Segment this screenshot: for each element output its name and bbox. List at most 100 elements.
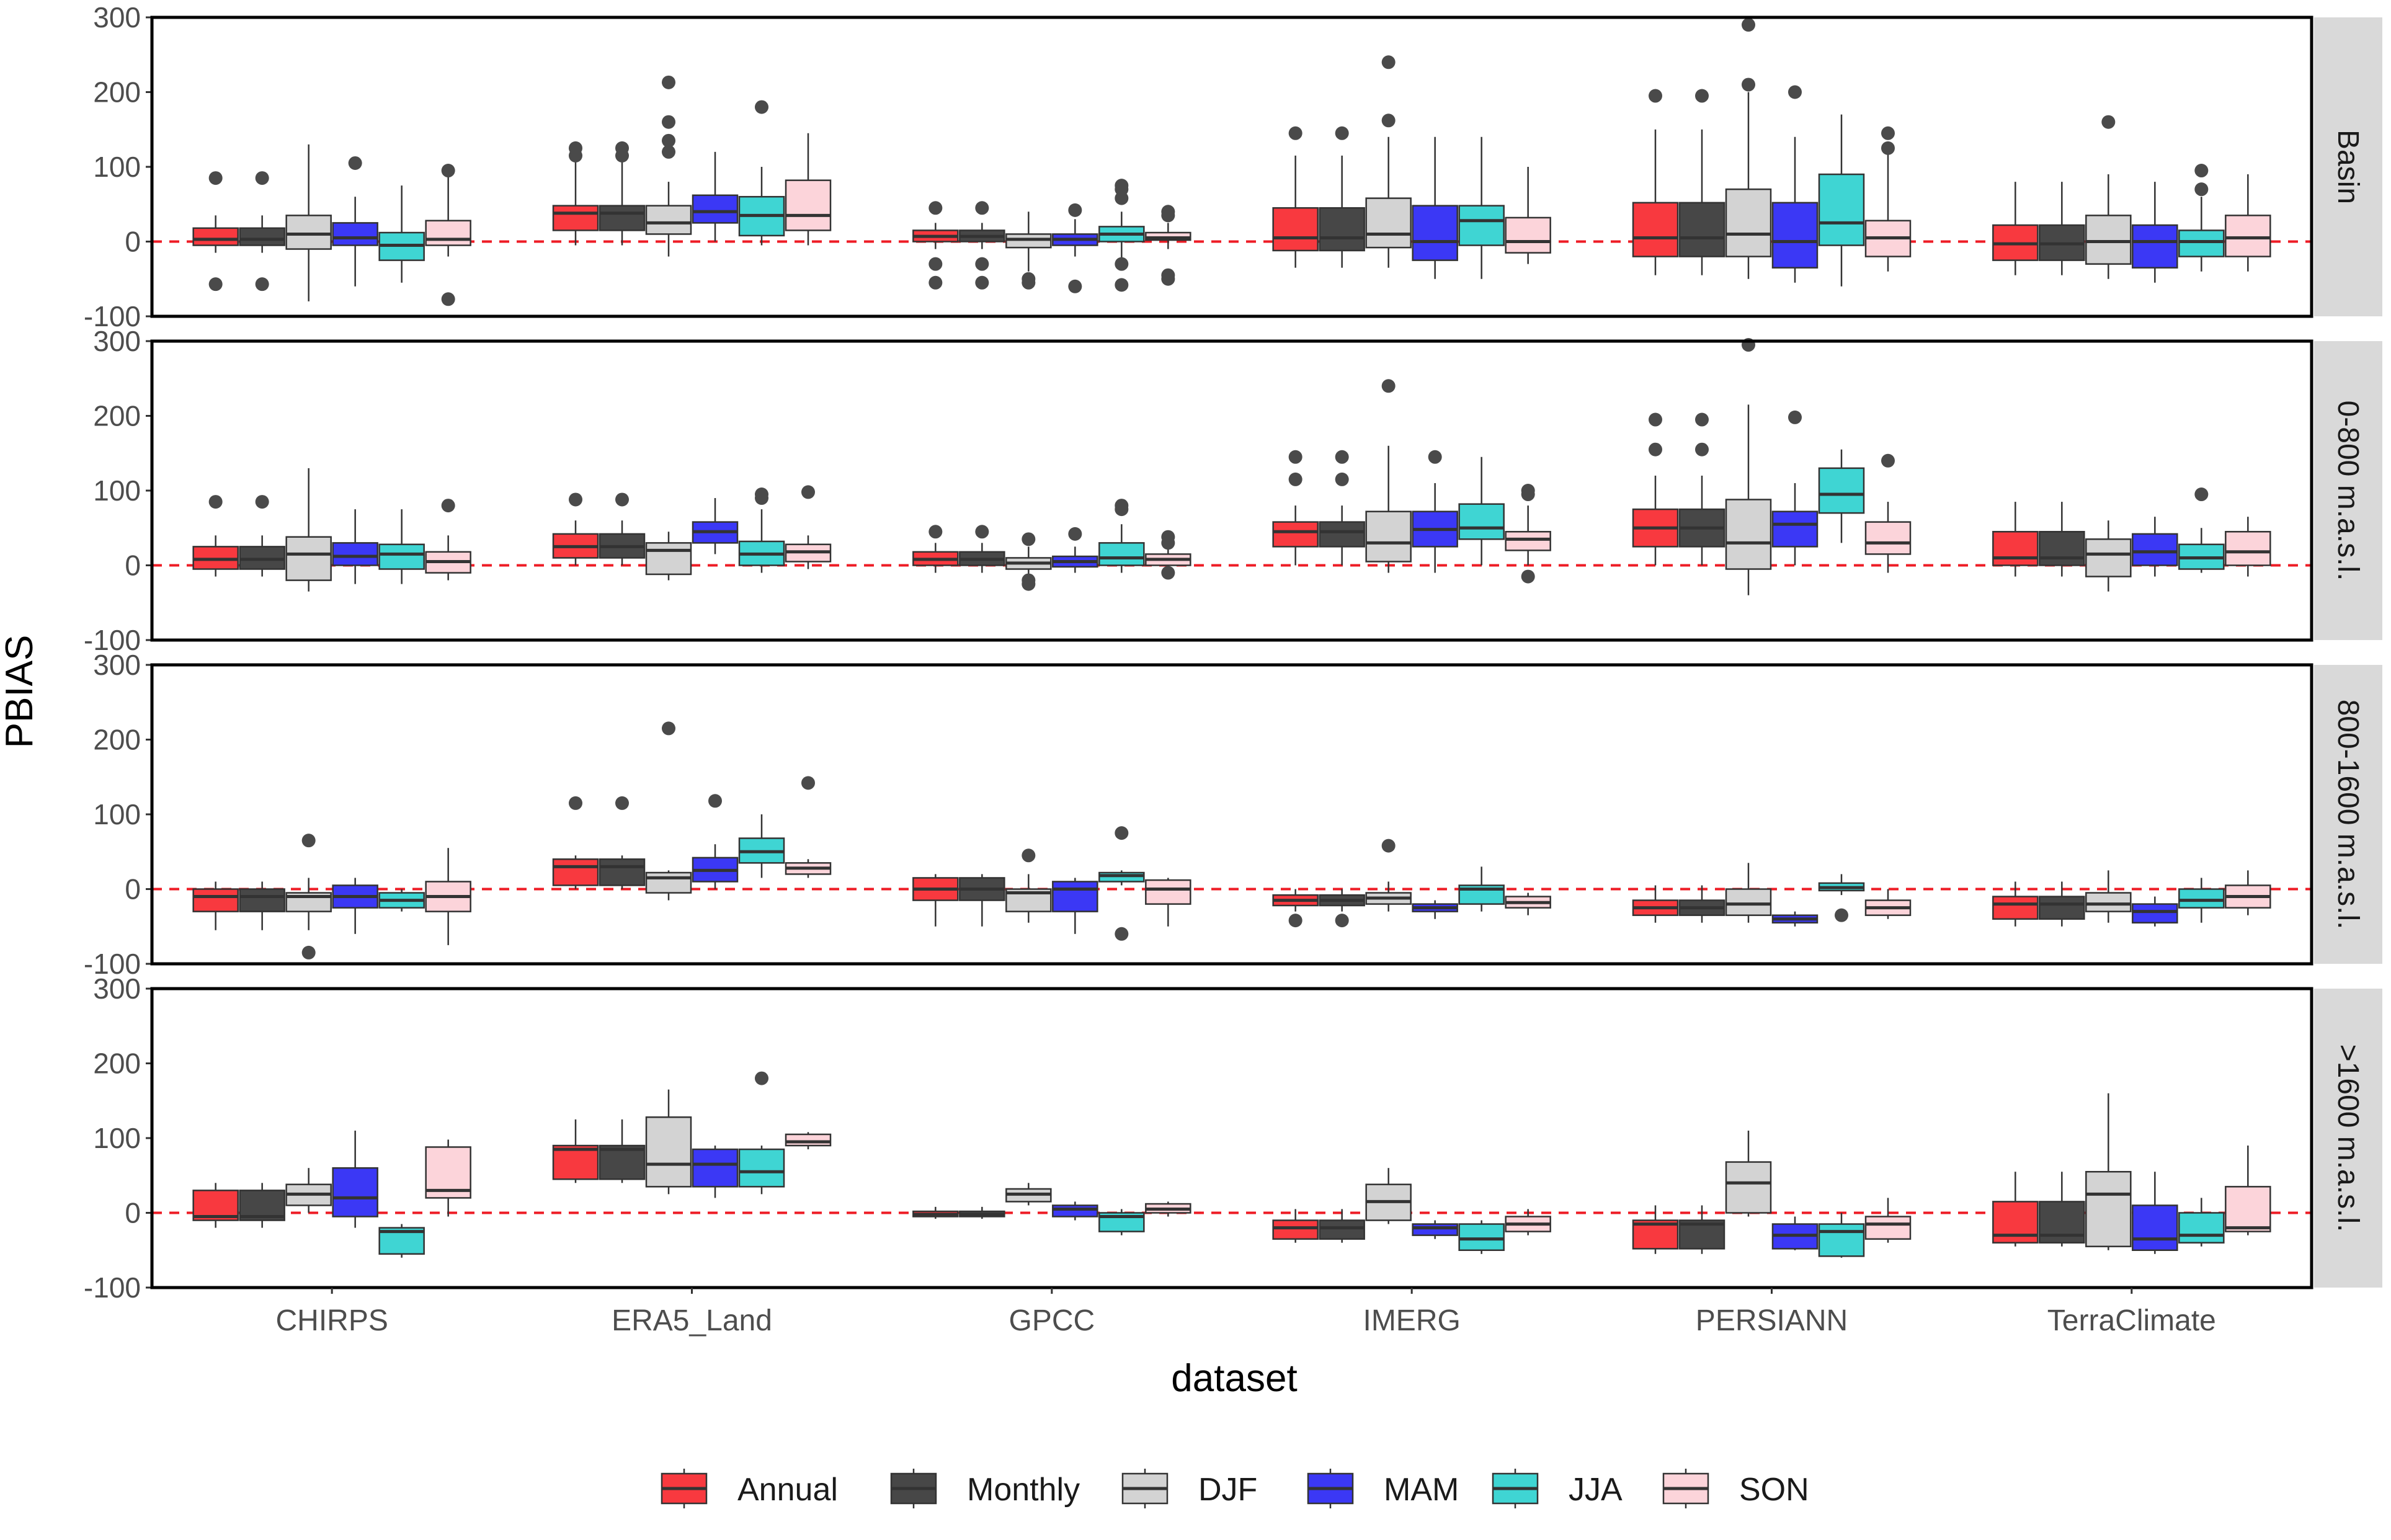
box-ERA5_Land-JJA bbox=[738, 487, 785, 573]
box-iqr bbox=[2132, 224, 2178, 269]
box-iqr bbox=[1272, 521, 1319, 548]
outlier-point bbox=[1335, 450, 1349, 464]
legend-label: Annual bbox=[737, 1472, 838, 1508]
outlier-point bbox=[1115, 826, 1129, 840]
outlier-point bbox=[801, 776, 815, 790]
box-iqr bbox=[2225, 531, 2271, 566]
box-ERA5_Land-SON bbox=[785, 1132, 832, 1150]
box-TerraClimate-Monthly bbox=[2039, 1172, 2085, 1247]
box-iqr bbox=[192, 227, 239, 246]
box-IMERG-DJF bbox=[1365, 1168, 1412, 1224]
box-IMERG-SON bbox=[1505, 167, 1551, 264]
box-IMERG-JJA bbox=[1458, 136, 1505, 279]
outlier-point bbox=[1881, 126, 1895, 140]
panel-border bbox=[150, 16, 2313, 318]
box-iqr bbox=[1505, 216, 1551, 254]
box-iqr bbox=[1365, 510, 1412, 563]
box-CHIRPS-SON bbox=[425, 164, 471, 306]
box-iqr bbox=[1771, 510, 1819, 548]
y-tick-label: 200 bbox=[93, 724, 141, 756]
box-IMERG-MAM bbox=[1412, 450, 1458, 573]
box-PERSIANN-JJA bbox=[1818, 874, 1865, 922]
box-ERA5_Land-Monthly bbox=[599, 141, 646, 246]
box-TerraClimate-SON bbox=[2225, 174, 2271, 272]
outlier-point bbox=[755, 1071, 768, 1085]
box-GPCC-SON bbox=[1145, 205, 1191, 286]
outlier-point bbox=[1695, 442, 1709, 456]
box-CHIRPS-Annual bbox=[192, 171, 239, 292]
box-iqr bbox=[1319, 1219, 1365, 1240]
x-tick-label: TerraClimate bbox=[2047, 1304, 2216, 1337]
legend-label: MAM bbox=[1384, 1472, 1459, 1508]
box-iqr bbox=[1632, 202, 1679, 257]
box-GPCC-MAM bbox=[1052, 527, 1098, 573]
box-GPCC-Annual bbox=[912, 1206, 959, 1219]
box-PERSIANN-JJA bbox=[1818, 1213, 1865, 1258]
outlier-point bbox=[662, 133, 675, 148]
box-PERSIANN-Monthly bbox=[1678, 412, 1725, 566]
box-GPCC-DJF bbox=[1005, 211, 1052, 290]
box-IMERG-JJA bbox=[1458, 456, 1505, 566]
box-ERA5_Land-DJF bbox=[645, 1089, 692, 1195]
outlier-point bbox=[2194, 487, 2209, 502]
legend-label: Monthly bbox=[967, 1472, 1080, 1508]
box-TerraClimate-JJA bbox=[2178, 164, 2225, 272]
box-PERSIANN-SON bbox=[1864, 1198, 1912, 1243]
box-iqr bbox=[552, 1144, 599, 1180]
box-iqr bbox=[1992, 896, 2039, 920]
box-PERSIANN-DJF bbox=[1725, 1130, 1772, 1217]
outlier-point bbox=[1695, 412, 1709, 427]
box-ERA5_Land-SON bbox=[785, 133, 832, 246]
box-iqr bbox=[785, 1133, 832, 1147]
outlier-point bbox=[1742, 78, 1755, 92]
x-tick-label: GPCC bbox=[1008, 1304, 1095, 1337]
outlier-point bbox=[1068, 527, 1082, 541]
box-GPCC-MAM bbox=[1052, 203, 1098, 293]
outlier-point bbox=[441, 292, 455, 306]
x-tick-label: ERA5_Land bbox=[612, 1304, 772, 1337]
box-iqr bbox=[1818, 467, 1865, 514]
box-TerraClimate-Annual bbox=[1992, 1172, 2039, 1247]
y-tick-label: -100 bbox=[84, 624, 141, 656]
box-iqr bbox=[1272, 1219, 1319, 1240]
box-TerraClimate-MAM bbox=[2132, 1172, 2178, 1254]
box-GPCC-DJF bbox=[1005, 848, 1052, 923]
box-CHIRPS-DJF bbox=[285, 1168, 332, 1213]
y-tick-label: -100 bbox=[84, 948, 141, 980]
box-GPCC-MAM bbox=[1052, 1201, 1098, 1221]
box-ERA5_Land-JJA bbox=[738, 1071, 785, 1195]
box-CHIRPS-MAM bbox=[332, 156, 378, 287]
box-GPCC-Monthly bbox=[959, 525, 1005, 573]
box-ERA5_Land-Monthly bbox=[599, 492, 646, 566]
box-GPCC-DJF bbox=[1005, 532, 1052, 591]
legend-label: SON bbox=[1739, 1472, 1809, 1508]
box-TerraClimate-JJA bbox=[2178, 487, 2225, 573]
outlier-point bbox=[662, 721, 675, 736]
box-iqr bbox=[1319, 207, 1365, 252]
outlier-point bbox=[1428, 450, 1442, 464]
box-IMERG-Annual bbox=[1272, 450, 1319, 566]
box-iqr bbox=[2132, 1204, 2178, 1251]
box-iqr bbox=[425, 220, 471, 246]
box-iqr bbox=[2225, 1186, 2271, 1232]
outlier-point bbox=[1288, 472, 1302, 486]
box-iqr bbox=[1505, 531, 1551, 551]
panel-3: -100 0 100 200 300 >1600 m.a.s.l. bbox=[84, 973, 2382, 1304]
outlier-point bbox=[1161, 208, 1175, 223]
outlier-point bbox=[1788, 85, 1802, 99]
outlier-point bbox=[208, 277, 223, 292]
outlier-point bbox=[1788, 410, 1802, 424]
outlier-point bbox=[255, 171, 269, 185]
box-iqr bbox=[1818, 1223, 1865, 1257]
box-PERSIANN-SON bbox=[1864, 889, 1912, 919]
outlier-point bbox=[1335, 914, 1349, 928]
panel-border bbox=[150, 339, 2313, 642]
y-tick-label: 0 bbox=[125, 873, 141, 906]
box-iqr bbox=[1678, 202, 1725, 257]
box-iqr bbox=[332, 222, 378, 246]
y-tick-label: 200 bbox=[93, 400, 141, 432]
box-PERSIANN-Monthly bbox=[1678, 885, 1725, 923]
box-PERSIANN-Annual bbox=[1632, 89, 1679, 275]
box-iqr bbox=[692, 1148, 739, 1188]
